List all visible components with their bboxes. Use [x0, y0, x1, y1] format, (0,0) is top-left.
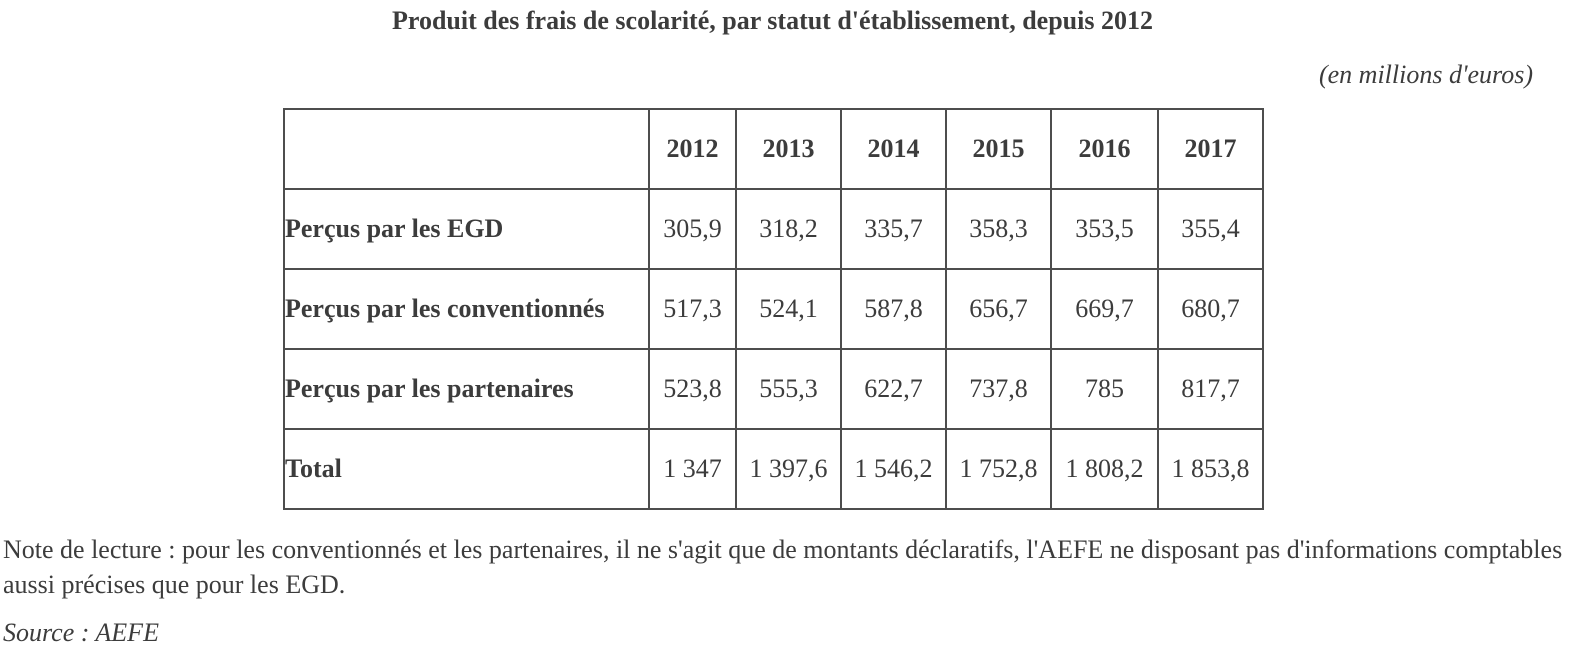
row-label: Perçus par les EGD — [283, 188, 650, 270]
value-cell: 517,3 — [648, 268, 737, 350]
value-cell: 524,1 — [735, 268, 842, 350]
year-header-2016: 2016 — [1050, 108, 1159, 190]
value-cell: 656,7 — [945, 268, 1052, 350]
table-row-total: Total 1 347 1 397,6 1 546,2 1 752,8 1 80… — [283, 428, 1264, 510]
year-header-2015: 2015 — [945, 108, 1052, 190]
value-cell: 335,7 — [840, 188, 947, 270]
value-cell: 817,7 — [1157, 348, 1264, 430]
table-title: Produit des frais de scolarité, par stat… — [392, 6, 1153, 35]
row-label: Total — [283, 428, 650, 510]
tuition-fees-table: 2012 2013 2014 2015 2016 2017 Perçus par… — [283, 108, 1264, 510]
value-cell: 1 853,8 — [1157, 428, 1264, 510]
value-cell: 1 752,8 — [945, 428, 1052, 510]
value-cell: 355,4 — [1157, 188, 1264, 270]
year-header-2017: 2017 — [1157, 108, 1264, 190]
row-label: Perçus par les partenaires — [283, 348, 650, 430]
table-row-partenaires: Perçus par les partenaires 523,8 555,3 6… — [283, 348, 1264, 430]
value-cell: 358,3 — [945, 188, 1052, 270]
value-cell: 318,2 — [735, 188, 842, 270]
value-cell: 305,9 — [648, 188, 737, 270]
value-cell: 785 — [1050, 348, 1159, 430]
row-label: Perçus par les conventionnés — [283, 268, 650, 350]
value-cell: 353,5 — [1050, 188, 1159, 270]
value-cell: 737,8 — [945, 348, 1052, 430]
reading-note: Note de lecture : pour les conventionnés… — [3, 535, 1563, 599]
unit-label: (en millions d'euros) — [1318, 60, 1533, 89]
value-cell: 669,7 — [1050, 268, 1159, 350]
source-line: Source : AEFE — [3, 618, 159, 647]
value-cell: 523,8 — [648, 348, 737, 430]
corner-cell — [283, 108, 650, 190]
value-cell: 1 397,6 — [735, 428, 842, 510]
year-header-2014: 2014 — [840, 108, 947, 190]
value-cell: 555,3 — [735, 348, 842, 430]
value-cell: 1 546,2 — [840, 428, 947, 510]
table-header-row: 2012 2013 2014 2015 2016 2017 — [283, 108, 1264, 190]
value-cell: 680,7 — [1157, 268, 1264, 350]
year-header-2013: 2013 — [735, 108, 842, 190]
value-cell: 1 808,2 — [1050, 428, 1159, 510]
value-cell: 1 347 — [648, 428, 737, 510]
table-row-conventionnes: Perçus par les conventionnés 517,3 524,1… — [283, 268, 1264, 350]
value-cell: 587,8 — [840, 268, 947, 350]
year-header-2012: 2012 — [648, 108, 737, 190]
value-cell: 622,7 — [840, 348, 947, 430]
table-row-egd: Perçus par les EGD 305,9 318,2 335,7 358… — [283, 188, 1264, 270]
